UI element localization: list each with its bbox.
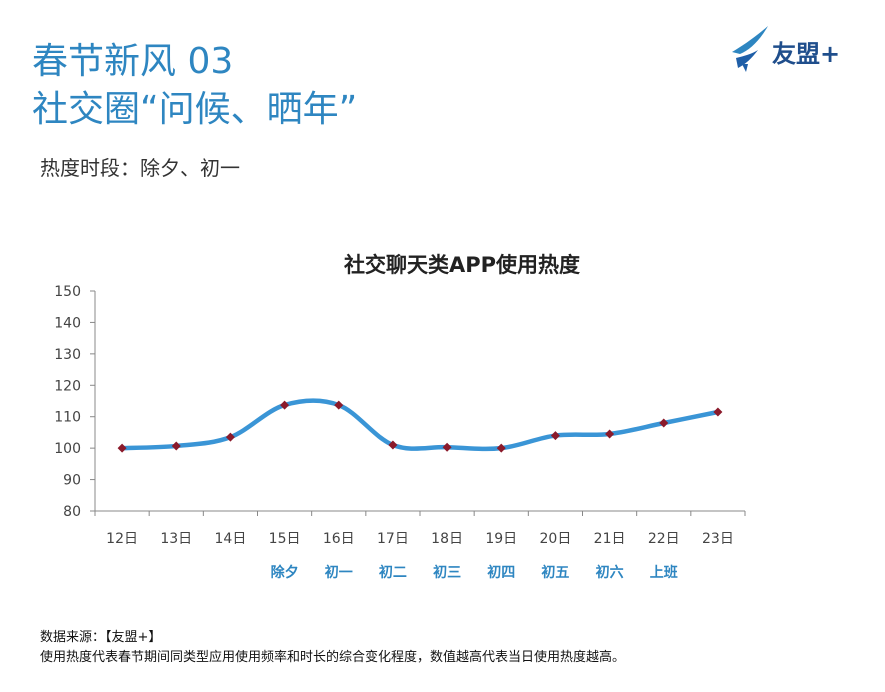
- holiday-label: 除夕: [271, 564, 299, 581]
- y-tick-label: 150: [54, 284, 81, 300]
- x-tick-label: 14日: [215, 531, 247, 547]
- holiday-label: 上班: [650, 564, 678, 581]
- y-tick-label: 140: [54, 315, 81, 331]
- x-tick-label: 12日: [106, 531, 138, 547]
- data-point: [605, 429, 615, 439]
- data-point: [388, 440, 398, 450]
- x-tick-label: 18日: [431, 531, 463, 547]
- data-point: [442, 442, 452, 452]
- line-chart: 社交聊天类APP使用热度 80 90 100 110 120 130 140 150 12日 1…: [54, 253, 746, 581]
- holiday-label: 初五: [541, 564, 569, 581]
- data-point: [225, 432, 235, 442]
- x-tick-label: 21日: [594, 531, 626, 547]
- data-point: [659, 418, 669, 428]
- data-point: [280, 400, 290, 410]
- series-line: [119, 398, 721, 452]
- x-tick-label: 22日: [648, 531, 680, 547]
- page-title-line2: 社交圈“问候、晒年”: [32, 89, 358, 130]
- holiday-label: 初二: [379, 564, 407, 581]
- swift-bird-icon: [732, 26, 768, 72]
- holiday-label: 初一: [325, 564, 353, 581]
- page-subtitle: 热度时段：除夕、初一: [40, 156, 240, 180]
- source-note: 数据来源：【友盟+】: [40, 630, 162, 645]
- data-point: [550, 431, 560, 441]
- y-tick-label: 80: [63, 504, 81, 520]
- data-point: [496, 443, 506, 453]
- brand-logo: 友盟+: [728, 24, 863, 74]
- x-tick-label: 17日: [377, 531, 409, 547]
- y-tick-label: 130: [54, 347, 81, 363]
- x-tick-label: 19日: [485, 531, 517, 547]
- x-tick-label: 23日: [702, 531, 734, 547]
- y-tick-label: 90: [63, 473, 81, 489]
- y-tick-label: 120: [54, 378, 81, 394]
- chart-title: 社交聊天类APP使用热度: [343, 253, 580, 277]
- x-tick-label: 15日: [269, 531, 301, 547]
- x-tick-label: 16日: [323, 531, 355, 547]
- page-title-line1: 春节新风 03: [32, 41, 234, 82]
- data-point: [117, 443, 127, 453]
- x-tick-label: 13日: [160, 531, 192, 547]
- y-tick-label: 100: [54, 441, 81, 457]
- brand-name: 友盟+: [772, 40, 841, 68]
- data-point: [713, 407, 723, 417]
- holiday-label: 初六: [596, 564, 624, 581]
- definition-note: 使用热度代表春节期间同类型应用使用频率和时长的综合变化程度，数值越高代表当日使用…: [40, 650, 626, 665]
- data-point: [334, 400, 344, 410]
- holiday-label: 初三: [433, 564, 461, 581]
- y-tick-label: 110: [54, 410, 81, 426]
- holiday-label: 初四: [487, 564, 515, 581]
- footer: 数据来源：【友盟+】 使用热度代表春节期间同类型应用使用频率和时长的综合变化程度…: [40, 628, 625, 668]
- data-point: [171, 441, 181, 451]
- x-tick-label: 20日: [540, 531, 572, 547]
